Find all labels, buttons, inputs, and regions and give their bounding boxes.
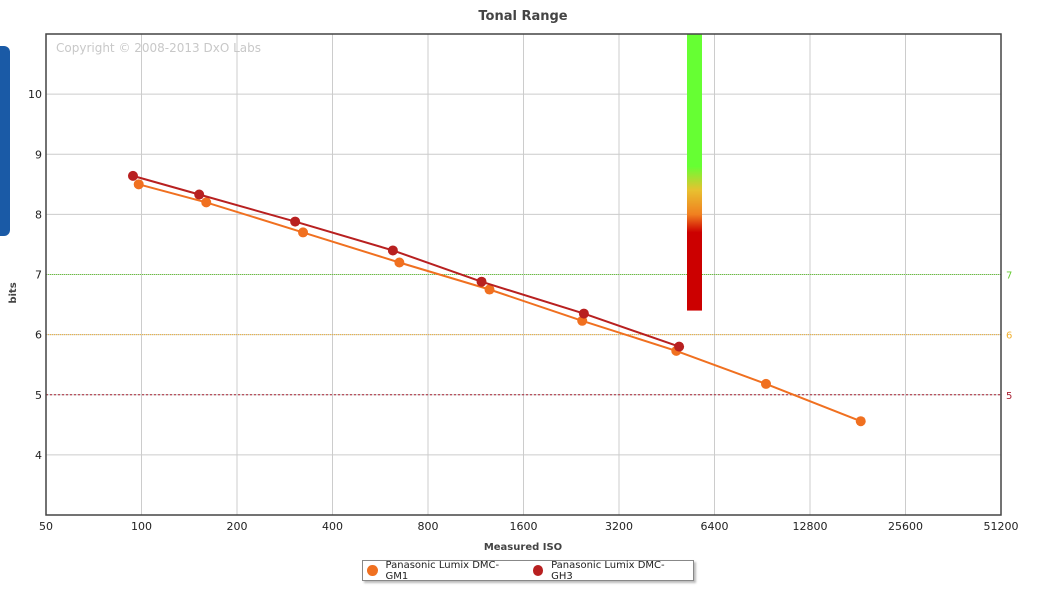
copyright-text: Copyright © 2008-2013 DxO Labs [56, 41, 261, 55]
side-tab[interactable] [0, 46, 10, 236]
y-tick-label: 4 [35, 449, 42, 462]
legend-marker-gh3 [532, 565, 544, 576]
legend-label-gh3: Panasonic Lumix DMC-GH3 [551, 559, 665, 582]
reference-line-label: 7 [1006, 271, 1012, 282]
x-tick-label: 25600 [888, 520, 923, 533]
reference-lines: 7 6 5 [46, 271, 1012, 402]
data-point[interactable] [394, 257, 405, 268]
reference-line-label: 5 [1006, 391, 1012, 402]
x-tick-labels: 50 100 200 400 800 1600 3200 6400 12800 25600 5120… [39, 520, 1019, 533]
color-scale-bar [687, 34, 702, 311]
color-scale-rect [687, 34, 702, 311]
y-tick-label: 9 [35, 148, 42, 161]
plot-border [45, 33, 1002, 516]
x-tick-label: 200 [227, 520, 248, 533]
reference-line-label: 6 [1006, 331, 1012, 342]
x-tick-label: 1600 [510, 520, 538, 533]
data-point[interactable] [133, 179, 144, 190]
data-point[interactable] [201, 197, 212, 208]
data-point[interactable] [674, 341, 685, 352]
series-layer [127, 170, 866, 427]
data-point[interactable] [476, 276, 487, 287]
x-tick-label: 3200 [605, 520, 633, 533]
data-point[interactable] [484, 284, 495, 295]
y-tick-label: 6 [35, 329, 42, 342]
data-point[interactable] [855, 416, 866, 427]
y-tick-label: 5 [35, 389, 42, 402]
x-tick-label: 100 [131, 520, 152, 533]
data-point[interactable] [760, 378, 771, 389]
x-tick-label: 6400 [701, 520, 729, 533]
legend-label-gm1: Panasonic Lumix DMC-GM1 [385, 559, 500, 582]
x-tick-label: 800 [418, 520, 439, 533]
x-tick-label: 50 [39, 520, 53, 533]
data-point[interactable] [298, 227, 309, 238]
y-tick-label: 8 [35, 208, 42, 221]
x-tick-label: 51200 [984, 520, 1019, 533]
x-tick-label: 400 [322, 520, 343, 533]
data-point[interactable] [387, 245, 398, 256]
data-point[interactable] [290, 216, 301, 227]
y-tick-label: 10 [28, 88, 42, 101]
x-tick-label: 12800 [793, 520, 828, 533]
chart-title: Tonal Range [478, 9, 567, 24]
data-point[interactable] [194, 189, 205, 200]
y-axis-title: bits [8, 282, 19, 303]
data-point[interactable] [127, 170, 138, 181]
y-tick-label: 7 [35, 269, 42, 282]
legend-item-gh3[interactable]: Panasonic Lumix DMC-GH3 [532, 559, 681, 582]
legend-item-gm1[interactable]: Panasonic Lumix DMC-GM1 [367, 560, 517, 582]
y-tick-labels: 4 5 6 7 8 9 10 [28, 88, 42, 462]
legend: Panasonic Lumix DMC-GM1 Panasonic Lumix … [362, 559, 694, 582]
x-axis-title: Measured ISO [484, 542, 562, 553]
legend-marker-gm1 [367, 565, 378, 576]
data-point[interactable] [578, 308, 589, 319]
